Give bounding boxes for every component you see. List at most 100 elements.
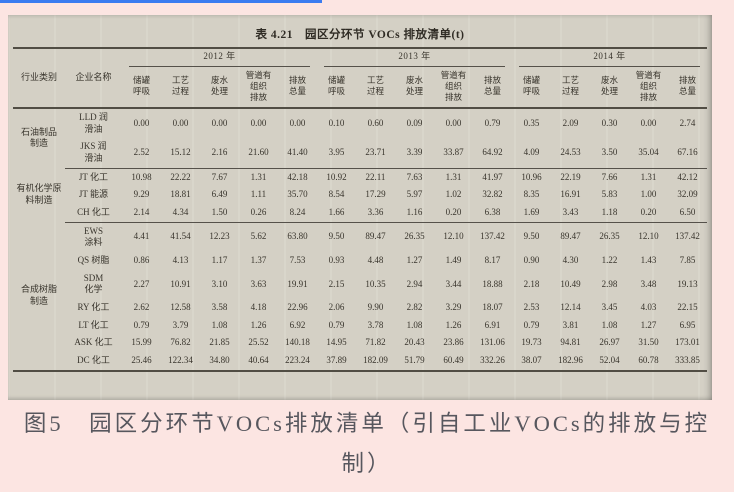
- table-header: 行业类别 企业名称 2012 年 2013 年 2014 年 储罐 呼吸 工艺 …: [12, 48, 708, 109]
- table-photo: 表 4.21 园区分环节 VOCs 排放清单(t) 行业类别 企业名称 2012…: [8, 15, 712, 400]
- year-label: 2012 年: [128, 49, 310, 67]
- value-cell: 0.10: [328, 117, 345, 128]
- value-cell: 2.82: [406, 302, 423, 313]
- enterprise-cell: SDM 化学: [83, 272, 104, 295]
- value-cell: 32.09: [677, 189, 698, 200]
- value-cell: 3.36: [355, 203, 395, 223]
- value-cell: 3.81: [562, 319, 579, 330]
- value-cell: 1.27: [406, 255, 423, 266]
- value-cell: 2.53: [523, 302, 540, 313]
- industry-cell: 石油制品 制造: [20, 126, 57, 149]
- value-cell: 52.04: [599, 355, 620, 366]
- value-cell: 18.88: [482, 278, 503, 289]
- value-cell: 10.92: [326, 171, 347, 182]
- table-row: 合成树脂 制造 EWS 涂料 4.41 41.54 12.23 5.62 63.80 9.50…: [13, 222, 707, 306]
- value-cell: 0.20: [629, 203, 668, 223]
- value-cell: 10.91: [170, 278, 191, 289]
- value-cell: 182.09: [363, 355, 388, 366]
- table-body: 石油制品 制造 LLD 润 滑油 0.00 0.00 0.00 0.00 0.00 0.10 0…: [13, 108, 708, 371]
- value-cell: 0.79: [523, 319, 540, 330]
- figure-caption: 图5 园区分环节VOCs排放清单（引自工业VOCs的排放与控制）: [23, 411, 711, 476]
- value-cell: 1.16: [394, 203, 434, 223]
- enterprise-cell: LT 化工: [78, 319, 109, 330]
- value-cell: 6.38: [472, 203, 512, 223]
- value-cell: 64.92: [472, 138, 512, 169]
- table-title: 表 4.21 园区分环节 VOCs 排放清单(t): [255, 29, 465, 41]
- sub-header-row: 储罐 呼吸 工艺 过程 废水 处理 管道有 组织 排放 排放 总量 储罐 呼吸 …: [13, 66, 708, 109]
- value-cell: 15.12: [160, 138, 200, 169]
- value-cell: 3.63: [250, 278, 267, 289]
- value-cell: 17.29: [365, 189, 386, 200]
- value-cell: 2.74: [679, 117, 696, 128]
- value-cell: 0.93: [328, 255, 345, 266]
- value-cell: 40.64: [248, 355, 269, 366]
- value-cell: 182.96: [558, 355, 583, 366]
- value-cell: 42.12: [677, 171, 698, 182]
- value-cell: 0.26: [238, 203, 278, 223]
- value-cell: 3.29: [445, 302, 462, 313]
- value-cell: 9.50: [523, 231, 540, 242]
- year-label: 2013 年: [323, 49, 505, 67]
- value-cell: 333.85: [675, 355, 700, 366]
- value-cell: 22.96: [287, 302, 308, 313]
- sub-header-tank-breathing: 储罐 呼吸: [512, 66, 551, 109]
- value-cell: 4.34: [160, 203, 200, 223]
- value-cell: 24.53: [551, 138, 590, 169]
- value-cell: 25.46: [131, 355, 152, 366]
- value-cell: 10.96: [521, 171, 542, 182]
- value-cell: 3.10: [211, 278, 228, 289]
- value-cell: 16.91: [560, 189, 581, 200]
- value-cell: 41.97: [482, 171, 503, 182]
- value-cell: 2.18: [523, 278, 540, 289]
- value-cell: 4.30: [562, 255, 579, 266]
- enterprise-cell: JKS 润 滑油: [64, 138, 122, 169]
- value-cell: 3.39: [394, 138, 434, 169]
- value-cell: 3.58: [211, 302, 228, 313]
- value-cell: 9.50: [328, 231, 345, 242]
- value-cell: 332.26: [480, 355, 505, 366]
- table-row: JT 能源 9.29 18.81 6.49 1.11 35.70 8.54 17.29 5.97…: [13, 186, 707, 204]
- value-cell: 3.50: [590, 138, 629, 169]
- value-cell: 1.11: [250, 189, 267, 200]
- value-cell: 4.48: [367, 255, 384, 266]
- sub-header-pipeline: 管道有 组织 排放: [629, 66, 668, 109]
- value-cell: 18.81: [170, 189, 191, 200]
- value-cell: 10.49: [560, 278, 581, 289]
- value-cell: 89.47: [365, 231, 386, 242]
- value-cell: 0.00: [211, 117, 228, 128]
- value-cell: 1.50: [199, 203, 239, 223]
- value-cell: 8.17: [484, 255, 501, 266]
- value-cell: 0.35: [523, 117, 540, 128]
- table-row: RY 化工 2.62 12.58 3.58 4.18 22.96 2.06 9.90 2.82 3…: [13, 299, 707, 317]
- value-cell: 2.98: [601, 278, 618, 289]
- value-cell: 23.86: [443, 337, 464, 348]
- enterprise-cell: JT 能源: [78, 189, 109, 200]
- year-header-2013: 2013 年: [317, 48, 512, 67]
- value-cell: 1.31: [250, 171, 267, 182]
- year-header-2012: 2012 年: [122, 48, 317, 67]
- value-cell: 7.66: [601, 171, 618, 182]
- value-cell: 2.15: [328, 278, 345, 289]
- value-cell: 3.44: [445, 278, 462, 289]
- value-cell: 38.07: [521, 355, 542, 366]
- value-cell: 1.22: [601, 255, 618, 266]
- value-cell: 31.50: [638, 337, 659, 348]
- sub-header-process: 工艺 过程: [551, 66, 590, 109]
- value-cell: 12.14: [560, 302, 581, 313]
- value-cell: 0.09: [406, 117, 423, 128]
- value-cell: 1.31: [640, 171, 657, 182]
- voc-emission-table: 行业类别 企业名称 2012 年 2013 年 2014 年 储罐 呼吸 工艺 …: [12, 47, 708, 372]
- year-header-2014: 2014 年: [512, 48, 707, 67]
- value-cell: 173.01: [675, 337, 700, 348]
- value-cell: 22.19: [560, 171, 581, 182]
- value-cell: 15.99: [131, 337, 152, 348]
- value-cell: 37.89: [326, 355, 347, 366]
- value-cell: 19.13: [677, 278, 698, 289]
- value-cell: 21.60: [238, 138, 278, 169]
- value-cell: 3.43: [551, 203, 590, 223]
- value-cell: 5.97: [406, 189, 423, 200]
- value-cell: 223.24: [285, 355, 310, 366]
- value-cell: 3.79: [172, 319, 189, 330]
- table-row: 石油制品 制造 LLD 润 滑油 0.00 0.00 0.00 0.00 0.00 0.10 0…: [13, 108, 707, 149]
